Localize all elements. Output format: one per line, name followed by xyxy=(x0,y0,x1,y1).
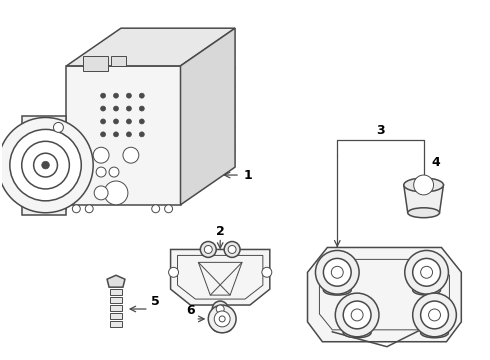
Circle shape xyxy=(22,141,70,189)
Circle shape xyxy=(219,316,225,322)
Circle shape xyxy=(323,258,351,286)
Bar xyxy=(111,56,126,66)
Circle shape xyxy=(126,93,131,98)
Circle shape xyxy=(414,175,434,195)
Polygon shape xyxy=(308,247,461,342)
Circle shape xyxy=(413,258,441,286)
Circle shape xyxy=(42,161,49,169)
Polygon shape xyxy=(22,116,66,215)
Bar xyxy=(83,56,108,71)
Ellipse shape xyxy=(404,178,443,192)
Ellipse shape xyxy=(420,328,448,338)
Circle shape xyxy=(420,266,433,278)
Bar xyxy=(110,297,122,303)
Circle shape xyxy=(139,93,144,98)
Circle shape xyxy=(200,242,216,257)
Circle shape xyxy=(100,93,105,98)
Bar xyxy=(110,313,122,319)
Circle shape xyxy=(212,301,228,317)
Polygon shape xyxy=(66,28,235,66)
Circle shape xyxy=(114,132,119,137)
Ellipse shape xyxy=(343,328,371,338)
Circle shape xyxy=(126,106,131,111)
Circle shape xyxy=(53,122,63,132)
Text: 1: 1 xyxy=(244,168,252,181)
Circle shape xyxy=(152,205,160,213)
Text: 4: 4 xyxy=(431,156,440,168)
Circle shape xyxy=(114,93,119,98)
Circle shape xyxy=(126,132,131,137)
Circle shape xyxy=(104,181,128,205)
Circle shape xyxy=(262,267,272,277)
Text: 2: 2 xyxy=(216,225,224,238)
Circle shape xyxy=(94,186,108,200)
Circle shape xyxy=(123,147,139,163)
Circle shape xyxy=(405,251,448,294)
Circle shape xyxy=(114,119,119,124)
Text: 3: 3 xyxy=(376,124,385,137)
Bar xyxy=(110,321,122,327)
Circle shape xyxy=(169,267,178,277)
Circle shape xyxy=(34,153,57,177)
Ellipse shape xyxy=(408,208,440,218)
Circle shape xyxy=(204,246,212,253)
Circle shape xyxy=(139,119,144,124)
Circle shape xyxy=(139,132,144,137)
Ellipse shape xyxy=(413,285,441,295)
Circle shape xyxy=(208,305,236,333)
Circle shape xyxy=(139,106,144,111)
Circle shape xyxy=(96,167,106,177)
Circle shape xyxy=(93,147,109,163)
Circle shape xyxy=(214,311,230,327)
Polygon shape xyxy=(58,185,66,210)
Text: 6: 6 xyxy=(186,305,195,318)
Text: 5: 5 xyxy=(151,294,160,307)
Circle shape xyxy=(100,132,105,137)
Circle shape xyxy=(0,117,93,213)
Circle shape xyxy=(335,293,379,337)
Circle shape xyxy=(343,301,371,329)
Circle shape xyxy=(429,309,441,321)
Bar xyxy=(110,305,122,311)
Circle shape xyxy=(165,205,172,213)
Circle shape xyxy=(100,119,105,124)
Ellipse shape xyxy=(213,325,231,332)
Bar xyxy=(110,289,122,295)
Circle shape xyxy=(114,106,119,111)
Circle shape xyxy=(351,309,363,321)
Circle shape xyxy=(100,106,105,111)
Polygon shape xyxy=(66,66,180,205)
Ellipse shape xyxy=(323,285,351,295)
Circle shape xyxy=(109,167,119,177)
Circle shape xyxy=(126,119,131,124)
Circle shape xyxy=(228,246,236,253)
Polygon shape xyxy=(180,28,235,205)
Circle shape xyxy=(331,266,343,278)
Circle shape xyxy=(413,293,456,337)
Circle shape xyxy=(224,242,240,257)
Polygon shape xyxy=(171,249,270,305)
Circle shape xyxy=(85,205,93,213)
Polygon shape xyxy=(107,275,125,287)
Polygon shape xyxy=(404,185,443,213)
Circle shape xyxy=(316,251,359,294)
Circle shape xyxy=(216,305,224,313)
Circle shape xyxy=(420,301,448,329)
Circle shape xyxy=(10,129,81,201)
Circle shape xyxy=(73,205,80,213)
